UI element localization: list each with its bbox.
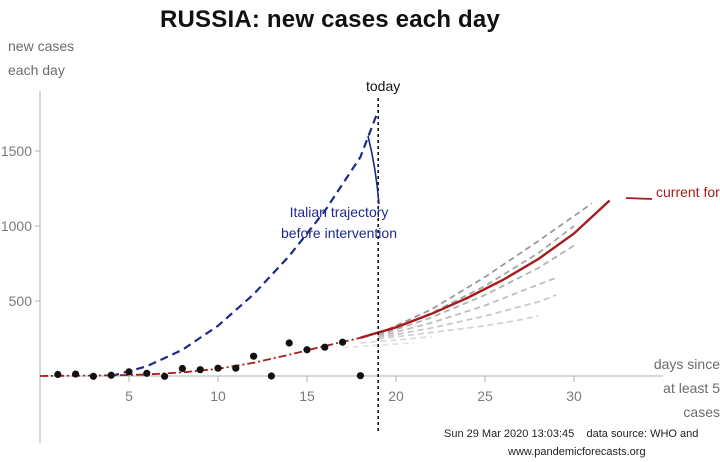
x-tick-label: 15 [299, 388, 315, 404]
x-tick-label: 5 [125, 388, 133, 404]
x-tick-label: 10 [210, 388, 226, 404]
scenario-forecast-line [377, 276, 557, 338]
data-point [339, 338, 347, 346]
scenario-forecast-line [378, 315, 539, 340]
x-tick-label: 30 [566, 388, 582, 404]
data-point [54, 370, 62, 379]
scenario-forecast-line [377, 244, 575, 337]
data-point [161, 372, 169, 380]
scenario-forecast-line [377, 225, 575, 336]
data-point [143, 369, 151, 377]
footer-timestamp: Sun 29 Mar 2020 13:03:45 [444, 428, 575, 440]
scenario-forecast-line [378, 294, 557, 339]
data-point [214, 364, 222, 372]
current-forecast-annotation: current forecast [656, 184, 720, 200]
current-forecast-line [360, 199, 611, 339]
x-tick-label: 20 [388, 388, 404, 404]
data-point [267, 372, 275, 380]
italy-annotation: Italian trajectory before intervention [281, 204, 397, 241]
data-point [321, 343, 329, 351]
data-point [125, 368, 133, 376]
data-point [107, 371, 115, 379]
footer-source: data source: WHO and [586, 428, 699, 440]
y-axis-label: new cases each day [8, 38, 75, 78]
data-point [72, 370, 80, 378]
italy-trajectory-line [110, 110, 380, 378]
y-tick-label: 1000 [1, 218, 32, 234]
scenario-forecast-line [360, 335, 432, 344]
data-point [89, 372, 97, 380]
data-point [356, 372, 364, 380]
data-point [250, 352, 258, 360]
x-tick-label: 25 [477, 388, 493, 404]
italy-pointer-line [367, 135, 380, 205]
data-point [285, 339, 293, 347]
x-axis-label: days since at least 5 cases [653, 356, 720, 420]
today-annotation: today [366, 78, 401, 94]
data-point [232, 364, 240, 372]
footer-url: www.pandemicforecasts.org [508, 446, 646, 458]
chart-title: RUSSIA: new cases each day [159, 6, 501, 33]
data-point [303, 346, 311, 354]
scenario-forecast-line [377, 202, 593, 335]
y-tick-label: 1500 [1, 143, 32, 159]
footer-line-1: Sun 29 Mar 2020 13:03:45 data source: WH… [444, 428, 698, 440]
y-tick-label: 500 [9, 293, 33, 309]
data-point [178, 364, 186, 373]
forecast-pointer-line [625, 197, 653, 200]
data-point [196, 366, 204, 374]
